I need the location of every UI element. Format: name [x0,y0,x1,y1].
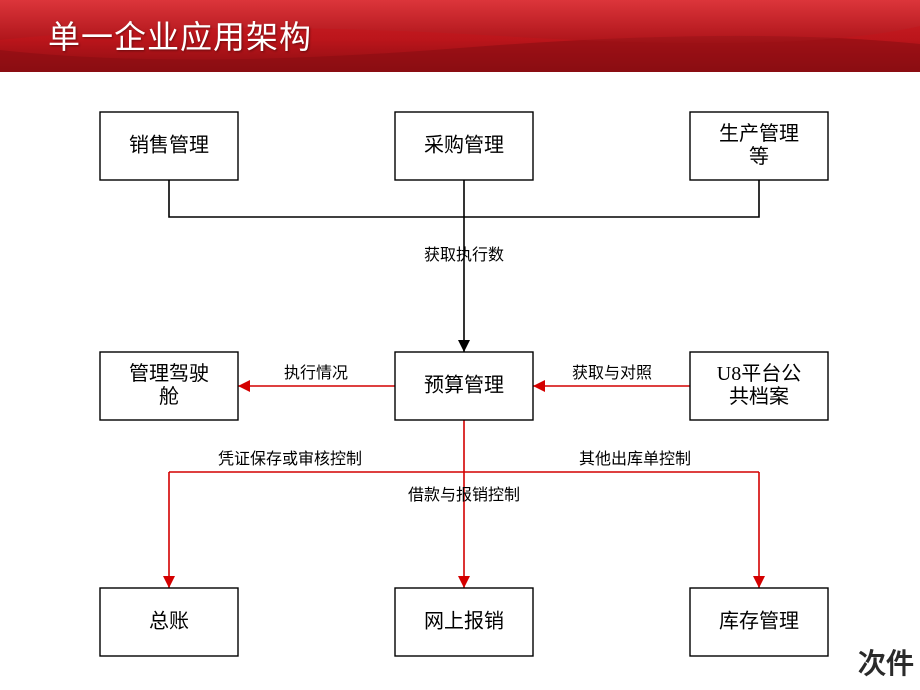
svg-text:预算管理: 预算管理 [424,374,504,397]
svg-text:销售管理: 销售管理 [129,134,209,157]
node-u8: U8平台公共档案 [690,352,828,420]
node-prod: 生产管理等 [690,112,828,180]
architecture-diagram: 销售管理 采购管理 生产管理等管理驾驶舱 预算管理 U8平台公共档案总账 网上报销 库存管理… [0,72,920,690]
node-gl: 总账 [100,588,238,656]
edge-label-bottom-1: 借款与报销控制 [408,486,520,504]
node-inv: 库存管理 [690,588,828,656]
edge-label-e_budget_cockpit: 执行情况 [284,364,348,382]
svg-text:生产管理: 生产管理 [719,122,799,145]
node-cockpit: 管理驾驶舱 [100,352,238,420]
edge-label-e_merge_to_budget: 获取执行数 [424,246,504,264]
slide-title: 单一企业应用架构 [48,12,312,58]
svg-text:采购管理: 采购管理 [424,134,504,157]
edge-label-bottom-0: 凭证保存或审核控制 [218,450,362,468]
svg-text:U8平台公: U8平台公 [717,362,801,385]
edge-label-bottom-2: 其他出库单控制 [579,450,691,468]
svg-text:舱: 舱 [159,385,179,408]
svg-text:管理驾驶: 管理驾驶 [129,362,209,385]
node-budget: 预算管理 [395,352,533,420]
slide-page: 单一企业应用架构 销售管理 采购管理 生产管理等管理驾驶舱 预算管理 U8平台公共档案总… [0,0,920,690]
svg-text:等: 等 [749,145,769,168]
svg-text:库存管理: 库存管理 [719,610,799,633]
svg-text:总账: 总账 [149,610,189,633]
node-reimb: 网上报销 [395,588,533,656]
watermark-text: 次件 [858,642,914,682]
edge-label-e_u8_budget: 获取与对照 [572,364,652,382]
slide-header: 单一企业应用架构 [0,0,920,72]
svg-text:共档案: 共档案 [729,385,789,408]
node-procure: 采购管理 [395,112,533,180]
svg-text:网上报销: 网上报销 [424,610,504,633]
node-sales: 销售管理 [100,112,238,180]
